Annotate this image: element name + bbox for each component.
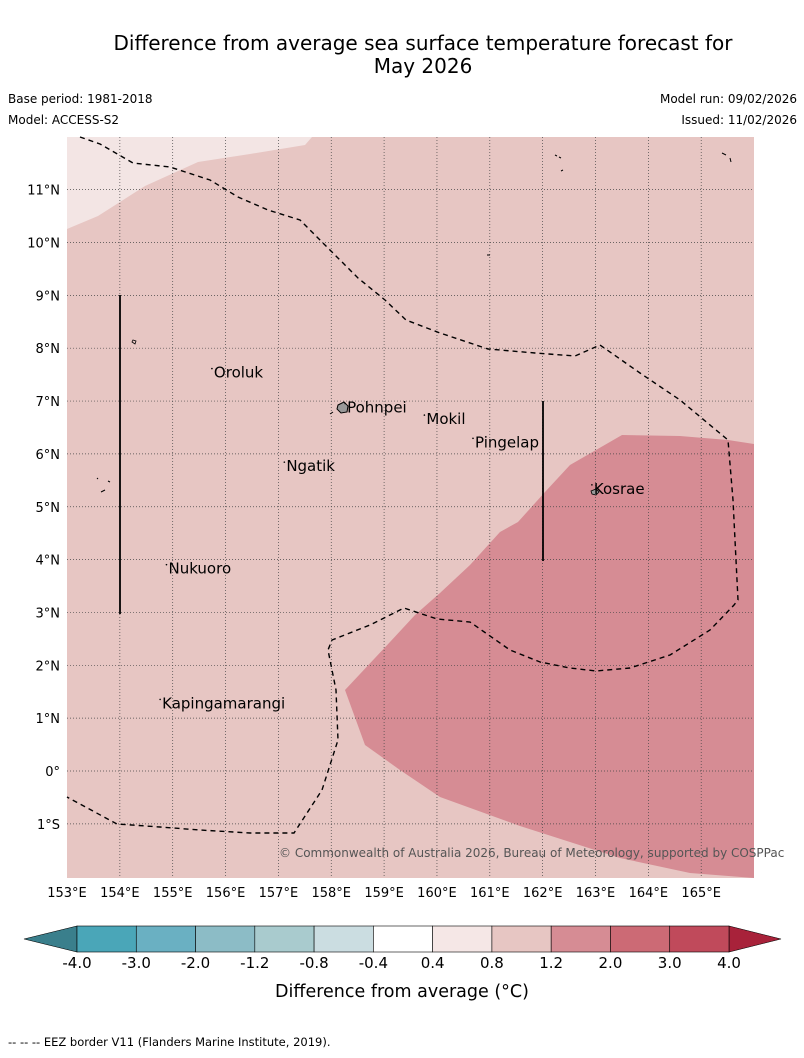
place-label: Pingelap <box>475 433 539 451</box>
colorbar-tick-label: 3.0 <box>658 954 682 972</box>
atoll-dots-north <box>96 152 732 493</box>
longitude-label: 160°E <box>417 886 457 901</box>
longitude-label: 159°E <box>364 886 404 901</box>
colorbar-bin <box>135 925 196 953</box>
chart-title: Difference from average sea surface temp… <box>60 32 786 78</box>
base-period: Base period: 1981-2018 <box>8 92 153 106</box>
colorbar-bin <box>491 925 552 953</box>
colorbar-bin <box>76 925 137 953</box>
colorbar: -4.0 -3.0 -2.0 -1.2 -0.8 -0.4 0.4 0.8 1.2 2.0 3.0 4… <box>23 925 782 1002</box>
latitude-label: 5°N <box>36 501 61 516</box>
latitude-label: 1°S <box>37 818 60 833</box>
colorbar-tick-label: 1.2 <box>539 954 563 972</box>
islands <box>96 152 732 496</box>
place-label: Kapingamarangi <box>162 694 285 712</box>
pohnpei-island <box>336 401 349 414</box>
latitude-label: 11°N <box>27 184 60 199</box>
eez-legend-note: -- -- -- EEZ border V11 (Flanders Marine… <box>8 1035 331 1049</box>
issued-date: Issued: 11/02/2026 <box>681 113 797 127</box>
kosrae-island <box>590 488 600 496</box>
latitude-label: 9°N <box>36 289 61 304</box>
colorbar-bin <box>432 925 493 953</box>
anomaly-1.2-2.0-region <box>345 435 754 878</box>
title-line-1: Difference from average sea surface temp… <box>113 31 733 55</box>
anomaly-0.4-0.8-region <box>67 137 312 229</box>
place-marker <box>344 402 346 405</box>
title-line-2: May 2026 <box>373 54 473 78</box>
longitude-label: 154°E <box>100 886 140 901</box>
place-marker <box>165 563 168 566</box>
latitude-label: 3°N <box>36 606 61 621</box>
place-marker <box>591 484 593 486</box>
latitude-label: 10°N <box>27 237 60 252</box>
place-label: Ngatik <box>286 457 335 475</box>
model-name: Model: ACCESS-S2 <box>8 113 120 127</box>
colorbar-label: Difference from average (°C) <box>275 982 529 1002</box>
latitude-axis: 11°N 10°N 9°N 8°N 7°N 6°N 5°N 4°N 3°N 2°N 1°N 0° 1°S <box>27 184 60 833</box>
longitude-label: 158°E <box>311 886 351 901</box>
colorbar-bin <box>550 925 611 953</box>
colorbar-bin <box>373 925 433 953</box>
map-plot-area: Oroluk Pohnpei Mokil Pingelap Ngatik Kosrae Nu… <box>66 136 784 878</box>
longitude-label: 161°E <box>470 886 510 901</box>
model-run: Model run: 09/02/2026 <box>659 92 797 106</box>
place-label: Nukuoro <box>168 560 231 578</box>
longitude-label: 163°E <box>576 886 616 901</box>
place-marker <box>159 698 161 701</box>
atoll-8n-154e <box>131 339 137 345</box>
latitude-label: 7°N <box>36 395 61 410</box>
colorbar-over-arrow <box>728 925 782 953</box>
colorbar-tick-label: -0.8 <box>299 954 328 972</box>
colorbar-tick-label: -2.0 <box>181 954 210 972</box>
colorbar-bin <box>610 925 671 953</box>
latitude-label: 8°N <box>36 342 61 357</box>
sst-map: Oroluk Pohnpei Mokil Pingelap Ngatik Kosrae Nu… <box>23 136 784 1002</box>
place-marker <box>283 461 286 463</box>
latitude-label: 4°N <box>36 554 61 569</box>
graticule <box>67 137 754 878</box>
colorbar-bin <box>195 925 256 953</box>
latitude-label: 0° <box>45 765 60 780</box>
longitude-label: 165°E <box>681 886 721 901</box>
place-label: Pohnpei <box>347 398 407 416</box>
longitude-label: 156°E <box>206 886 246 901</box>
colorbar-tick-label: 0.8 <box>480 954 504 972</box>
colorbar-bin <box>669 925 730 953</box>
colorbar-tick-label: 0.4 <box>421 954 445 972</box>
longitude-label: 162°E <box>523 886 563 901</box>
colorbar-bin <box>313 925 374 953</box>
latitude-label: 1°N <box>36 712 61 727</box>
colorbar-under-arrow <box>23 925 78 953</box>
longitude-label: 157°E <box>259 886 299 901</box>
colorbar-tick-label: 2.0 <box>599 954 623 972</box>
place-label: Mokil <box>426 410 465 428</box>
place-labels: Oroluk Pohnpei Mokil Pingelap Ngatik Kosrae Nu… <box>159 364 645 712</box>
eez-border <box>66 136 739 834</box>
place-marker <box>423 414 426 416</box>
latitude-label: 6°N <box>36 448 61 463</box>
longitude-label: 155°E <box>153 886 193 901</box>
colorbar-tick-label: 4.0 <box>717 954 741 972</box>
place-label: Oroluk <box>214 364 263 382</box>
longitude-axis: 153°E 154°E 155°E 156°E 157°E 158°E 159°E 160°E… <box>47 886 721 901</box>
colorbar-tick-label: -0.4 <box>359 954 388 972</box>
place-marker <box>211 367 213 370</box>
copyright-notice: © Commonwealth of Australia 2026, Bureau… <box>279 846 784 860</box>
place-label: Kosrae <box>594 480 645 498</box>
colorbar-tick-label: -4.0 <box>62 954 91 972</box>
longitude-label: 164°E <box>629 886 669 901</box>
place-marker <box>472 437 474 440</box>
colorbar-tick-label: -1.2 <box>240 954 269 972</box>
colorbar-bin <box>254 925 315 953</box>
longitude-label: 153°E <box>47 886 87 901</box>
colorbar-tick-label: -3.0 <box>122 954 151 972</box>
latitude-label: 2°N <box>36 659 61 674</box>
